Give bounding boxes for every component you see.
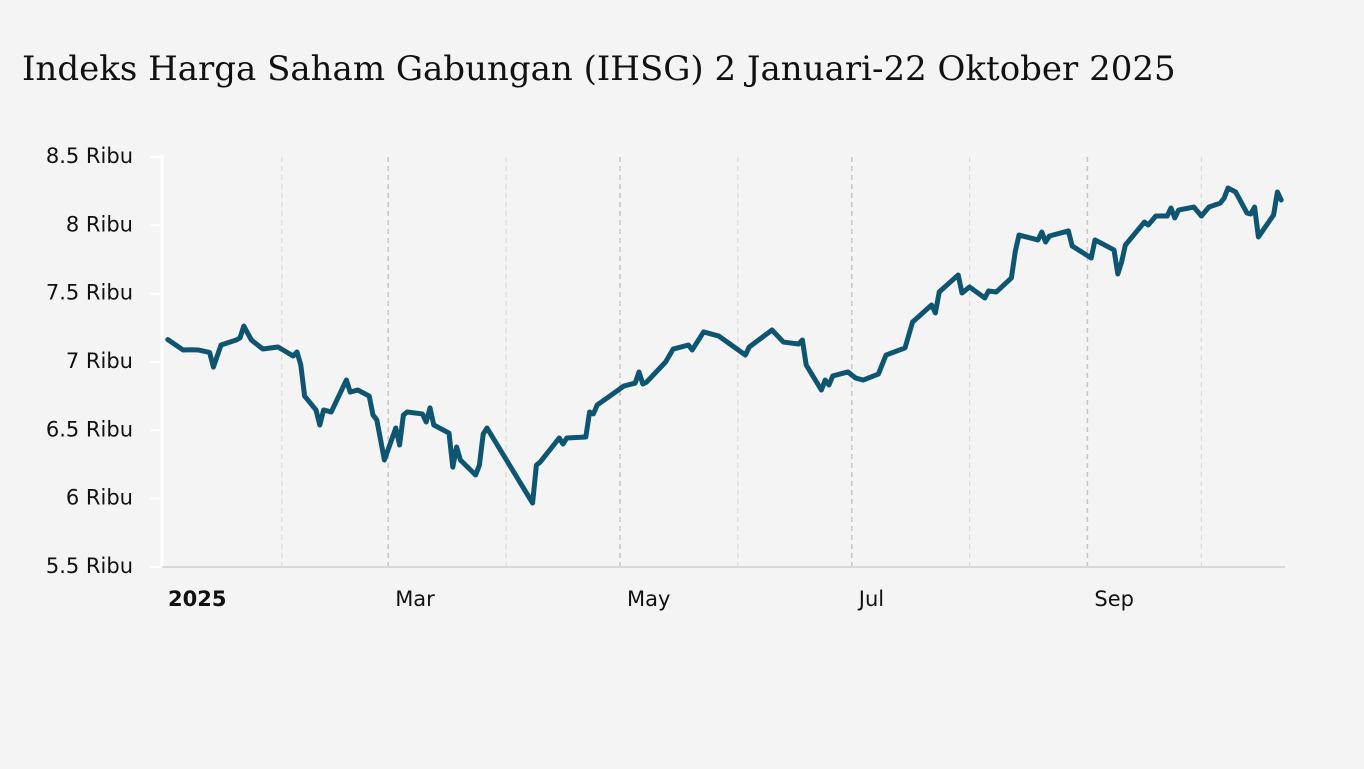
y-tick-label: 8 Ribu [66, 212, 133, 236]
y-tick-label: 6.5 Ribu [46, 417, 133, 441]
y-tick-label: 5.5 Ribu [46, 554, 133, 578]
x-tick-label: Mar [395, 587, 435, 611]
x-tick-label: May [627, 587, 670, 611]
data-line [165, 185, 1284, 506]
x-tick-label: Jul [857, 587, 884, 611]
y-tick-label: 6 Ribu [66, 486, 133, 510]
y-tick-label: 8.5 Ribu [46, 144, 133, 168]
x-tick-label: 2025 [168, 587, 226, 611]
y-tick-label: 7.5 Ribu [46, 281, 133, 305]
chart-title: Indeks Harga Saham Gabungan (IHSG) 2 Jan… [22, 49, 1176, 89]
x-tick-label: Sep [1094, 587, 1134, 611]
y-tick-label: 7 Ribu [66, 349, 133, 373]
